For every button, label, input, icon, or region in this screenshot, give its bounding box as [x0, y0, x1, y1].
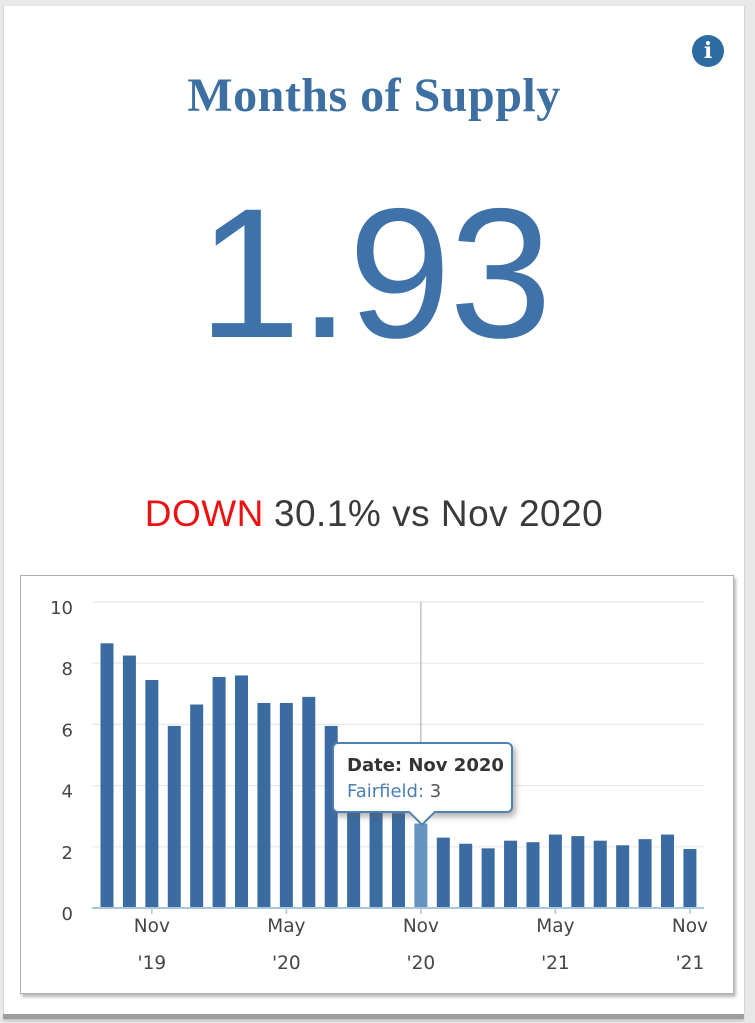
y-tick-label: 10 [50, 598, 73, 619]
y-tick-label: 8 [62, 659, 73, 680]
chart-bar[interactable] [122, 655, 136, 908]
chart-bar[interactable] [167, 725, 181, 908]
chart-bar[interactable] [279, 702, 293, 908]
page-title: Months of Supply [187, 69, 561, 122]
chart-bar[interactable] [145, 680, 159, 908]
tooltip-series-row: Fairfield: 3 [347, 779, 511, 805]
chart-bar[interactable] [257, 702, 271, 908]
change-direction: DOWN [144, 493, 264, 534]
metric-value: 1.93 [197, 171, 552, 377]
x-tick-year-label: '20 [407, 953, 436, 974]
y-tick-label: 0 [62, 904, 73, 925]
y-tick-label: 6 [62, 720, 73, 741]
page-bottom-edge [3, 1014, 744, 1019]
chart-bar[interactable] [638, 839, 652, 908]
x-tick-month-label: May [267, 916, 305, 937]
x-tick-year-label: '20 [272, 953, 301, 974]
change-detail: 30.1% vs Nov 2020 [273, 493, 604, 534]
x-tick-month-label: Nov [403, 916, 439, 937]
months-of-supply-chart: 0 2 4 6 8 10 Nov '19 May '20 Nov '20 May '21 Nov '21 Da… [20, 575, 734, 994]
chart-bar[interactable] [369, 800, 383, 908]
chart-bar[interactable] [414, 823, 428, 908]
tooltip-series-value: 3 [429, 781, 442, 802]
chart-bar[interactable] [436, 837, 450, 908]
chart-bar[interactable] [661, 834, 674, 908]
y-tick-label: 4 [62, 782, 73, 803]
chart-bar[interactable] [548, 834, 562, 908]
tooltip-date: Date: Nov 2020 [347, 755, 504, 776]
chart-bar[interactable] [235, 675, 249, 908]
chart-bar[interactable] [504, 840, 518, 908]
chart-bar[interactable] [391, 813, 405, 908]
chart-bar[interactable] [212, 676, 226, 908]
chart-bar[interactable] [100, 643, 114, 908]
chart-bar[interactable] [302, 696, 316, 908]
chart-bar[interactable] [571, 836, 585, 908]
chart-bar[interactable] [459, 843, 473, 908]
tooltip-series-name: Fairfield: [347, 781, 425, 802]
chart-bar[interactable] [481, 848, 495, 908]
y-tick-label: 2 [62, 843, 73, 864]
info-icon[interactable]: i [692, 35, 724, 67]
x-tick-month-label: Nov [672, 916, 708, 937]
chart-bar[interactable] [190, 704, 204, 908]
change-summary: DOWN 30.1% vs Nov 2020 [4, 493, 744, 535]
x-tick-year-label: '21 [541, 953, 570, 974]
months-of-supply-card: i Months of Supply 1.93 DOWN 30.1% vs Nov… [3, 6, 745, 1014]
x-tick-year-label: '19 [138, 953, 167, 974]
x-tick-month-label: Nov [134, 916, 170, 937]
info-icon-glyph: i [703, 38, 713, 64]
chart-tooltip: Date: Nov 2020 Fairfield: 3 [332, 742, 513, 827]
chart-bar[interactable] [593, 840, 607, 908]
chart-bar[interactable] [683, 848, 697, 908]
chart-bar[interactable] [526, 842, 540, 908]
bar-chart-svg: 0 2 4 6 8 10 Nov '19 May '20 Nov '20 May '21 Nov '21 [50, 598, 708, 974]
x-tick-year-label: '21 [676, 953, 705, 974]
chart-bar[interactable] [616, 845, 630, 908]
x-tick-month-label: May [536, 916, 574, 937]
